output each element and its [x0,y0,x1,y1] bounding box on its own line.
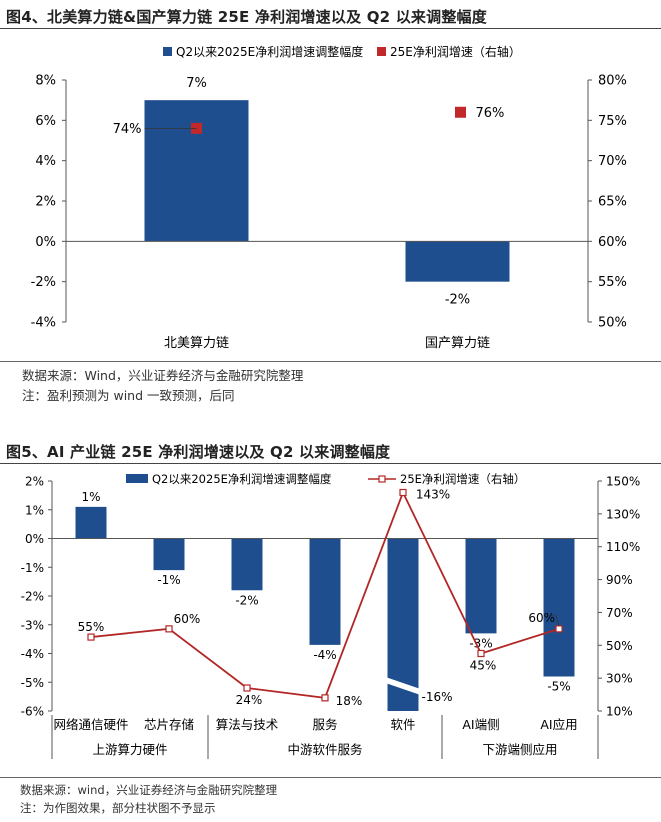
left-tick-label: -6% [21,705,44,719]
figure-5-source: 数据来源：wind，兴业证券经济与金融研究院整理 [20,783,278,797]
marker-data-label: 74% [113,122,142,137]
left-tick-label: 2% [25,475,44,489]
category-label: 国产算力链 [425,336,490,351]
line-point [555,625,563,633]
figure-4-note: 注：盈利预测为 wind 一致预测，后同 [22,388,235,403]
bar [144,100,249,242]
category-label: 网络通信硬件 [53,717,128,732]
line-point [321,694,329,702]
right-tick-label: 75% [598,114,627,129]
left-tick-label: -3% [21,618,44,632]
left-tick-label: -4% [21,647,44,661]
line-data-label: 60% [174,612,201,626]
group-label: 上游算力硬件 [92,742,167,757]
right-tick-label: 80% [598,74,627,89]
figure-4-bottom-rule [0,361,661,362]
bar [231,538,263,591]
legend-label: 25E净利润增速（右轴） [390,44,521,59]
bar-data-label: -5% [547,680,570,694]
bar [153,538,185,571]
figure-5-note: 注：为作图效果，部分柱状图不予显示 [20,801,216,815]
right-tick-label: 50% [598,316,627,331]
left-tick-label: 2% [35,195,56,210]
category-label: 软件 [390,717,415,732]
category-label: 北美算力链 [164,336,229,351]
right-tick-label: 70% [606,606,633,620]
legend-swatch-bar [126,474,148,483]
bar [465,538,497,634]
left-tick-label: -2% [21,590,44,604]
line-point [87,633,95,641]
line-data-label: 18% [336,694,363,708]
bar-data-label: -16% [421,690,452,704]
figure-5-bottom-rule [0,777,661,778]
bar-break-mark [385,677,421,695]
left-tick-label: 1% [25,503,44,517]
right-tick-label: 150% [606,475,640,489]
legend-label: Q2以来2025E净利润增速调整幅度 [176,44,363,59]
line-data-label: 45% [470,659,497,673]
bar [309,538,341,645]
group-label: 下游端侧应用 [482,742,557,757]
line-point [477,649,485,658]
figure-4-top-rule [0,28,661,30]
bar-data-label: -4% [313,648,336,662]
right-tick-label: 90% [606,573,633,587]
bar-data-label: -2% [445,293,470,308]
left-tick-label: 0% [25,532,44,546]
line-data-label: 55% [78,620,105,634]
left-tick-label: 0% [35,235,56,250]
bar [75,506,107,539]
legend-swatch-point [378,475,386,483]
figure-4-source: 数据来源：Wind，兴业证券经济与金融研究院整理 [22,368,304,383]
line-point [399,488,407,497]
left-tick-label: 6% [35,114,56,129]
right-tick-label: 55% [598,275,627,290]
left-tick-label: -2% [31,275,56,290]
category-label: AI端侧 [462,717,499,732]
figure-5-chart: 2% 1% 0% -1% -2% -3% -4% -5% -6% 150% 130% 110% 90% 7… [21,472,640,759]
figure-4-title: 图4、北美算力链&国产算力链 25E 净利润增速以及 Q2 以来调整幅度 [6,8,487,26]
right-tick-label: 30% [606,672,633,686]
line-data-label: 143% [416,488,450,502]
right-tick-label: 70% [598,154,627,169]
bar-data-label: 7% [186,76,207,91]
group-label: 中游软件服务 [287,742,362,757]
bar-data-label: 1% [81,490,100,504]
category-label: 服务 [312,717,337,732]
line-data-label: 60% [528,611,555,625]
right-tick-label: 65% [598,195,627,210]
category-label: AI应用 [540,717,577,732]
line-data-label: 24% [236,693,263,707]
line-point [165,625,173,633]
right-axis-marker [455,106,466,118]
right-tick-label: 110% [606,540,640,554]
figure-5-top-rule [0,463,661,465]
right-tick-label: 10% [606,705,633,719]
left-tick-label: -5% [21,676,44,690]
right-tick-label: 130% [606,507,640,521]
left-tick-label: 4% [35,154,56,169]
figure-5-title: 图5、AI 产业链 25E 净利润增速以及 Q2 以来调整幅度 [6,443,391,461]
right-tick-label: 50% [606,639,633,653]
figure-4-chart: 8% 6% 4% 2% 0% -2% -4% 80% 75% 70% 65% 60% 55% 50% 7% 北… [31,44,627,351]
legend-swatch-bar [163,47,172,56]
legend-label: Q2以来2025E净利润增速调整幅度 [152,472,332,486]
left-tick-label: -4% [31,316,56,331]
legend-swatch-marker [377,47,386,56]
bar-data-label: -2% [235,593,258,607]
line-point [243,684,251,692]
marker-data-label: 76% [476,106,505,121]
line-label-leader [549,615,560,626]
right-tick-label: 60% [598,235,627,250]
category-label: 芯片存储 [144,717,194,732]
left-tick-label: 8% [35,74,56,89]
bar [405,241,510,282]
bar [543,538,575,677]
legend-label: 25E净利润增速（右轴） [400,472,525,486]
left-tick-label: -1% [21,561,44,575]
bar-data-label: -1% [157,573,180,587]
category-label: 算法与技术 [216,717,279,732]
